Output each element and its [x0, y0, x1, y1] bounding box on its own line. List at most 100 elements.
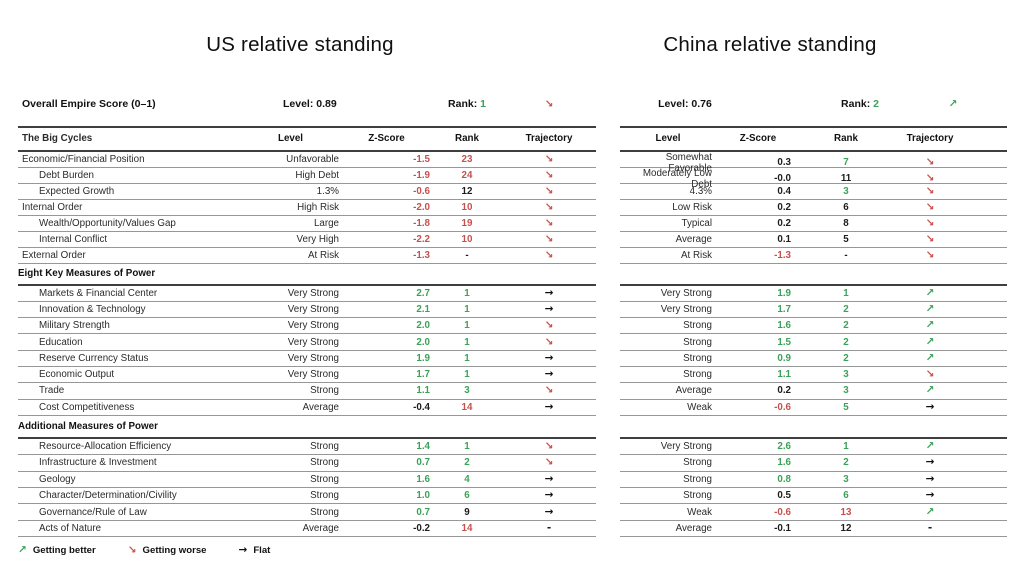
trajectory-cell: - — [892, 523, 968, 534]
trajectory-cell: ↘ — [502, 385, 596, 396]
level-cell: High Risk — [297, 201, 339, 213]
level-cell: Strong — [310, 441, 339, 453]
table-row: Low Risk 0.2 6 ↘ — [620, 200, 1007, 216]
trajectory-cell: ↘ — [502, 441, 596, 452]
level-cell: Low Risk — [672, 201, 712, 213]
measure-name: Resource-Allocation Efficiency — [39, 441, 172, 453]
trend-up-icon: ↗ — [925, 384, 935, 397]
zscore-cell: 2.6 — [777, 441, 791, 453]
level-cell: Strong — [683, 457, 712, 469]
table-row: Innovation & Technology Very Strong 2.1 1 → — [18, 302, 596, 319]
column-header-row: The Big Cycles Level Z-Score Rank Trajectory — [18, 128, 596, 152]
level-cell: Very Strong — [287, 369, 339, 381]
level-cell: Average — [302, 401, 339, 413]
level-cell: Moderately Low Debt — [642, 167, 712, 190]
rank-cell: 1 — [464, 320, 470, 332]
zscore-cell: 2.0 — [416, 336, 430, 348]
us-title: US relative standing — [206, 33, 394, 56]
rank-cell: 3 — [843, 369, 849, 381]
trajectory-cell: ↘ — [892, 249, 968, 261]
level-cell: Average — [675, 523, 712, 535]
column-header-zscore: Z-Score — [368, 133, 405, 145]
rank-cell: 14 — [461, 523, 473, 535]
additional-measures-table: Resource-Allocation Efficiency Strong 1.4 1… — [18, 436, 596, 538]
zscore-cell: -1.9 — [413, 169, 430, 181]
level-cell: Average — [302, 523, 339, 535]
us-tables: The Big Cycles Level Z-Score Rank Trajectory… — [18, 126, 596, 538]
table-row: Geology Strong 1.6 4 → — [18, 472, 596, 489]
measure-name: Internal Order — [22, 201, 83, 213]
trajectory-cell: ↘ — [502, 153, 596, 165]
trajectory-cell: → — [502, 402, 596, 413]
rank-cell: 1 — [464, 441, 470, 453]
zscore-cell: 0.7 — [416, 506, 430, 518]
measure-name: Cost Competitiveness — [39, 401, 135, 413]
overall-rank: Rank: 2 — [841, 98, 879, 110]
table-row: Cost Competitiveness Average -0.4 14 → — [18, 400, 596, 416]
table-row: Strong 0.5 6 → — [620, 488, 1007, 505]
rank-cell: 11 — [840, 173, 852, 184]
flat-arrow-icon: → — [544, 505, 554, 518]
level-cell: Strong — [310, 506, 339, 518]
trajectory-cell: - — [502, 523, 596, 534]
trajectory-cell: → — [892, 490, 968, 501]
section-title-additional: Additional Measures of Power — [18, 420, 158, 432]
level-cell: Very Strong — [287, 287, 339, 299]
table-row: 4.3% 0.4 3 ↘ — [620, 184, 1007, 200]
table-row: Weak -0.6 5 → — [620, 400, 1007, 416]
level-cell: At Risk — [307, 249, 339, 261]
china-table-panel: Level: 0.76 Rank: 2 ↗ Level Z-Score Rank Tr… — [620, 94, 1007, 538]
zscore-cell: -0.6 — [413, 185, 430, 197]
table-row: Governance/Rule of Law Strong 0.7 9 → — [18, 504, 596, 521]
rank-cell: 2 — [843, 320, 849, 332]
table-row: Average 0.2 3 ↗ — [620, 383, 1007, 400]
rank-cell: 1 — [464, 303, 470, 315]
level-cell: Strong — [683, 490, 712, 502]
trend-up-icon: ↗ — [948, 98, 958, 110]
zscore-cell: 0.7 — [416, 457, 430, 469]
dash-glyph: - — [546, 522, 552, 535]
table-row: Military Strength Very Strong 2.0 1 ↘ — [18, 318, 596, 335]
rank-cell: 1 — [464, 287, 470, 299]
level-cell: Weak — [687, 506, 712, 518]
trajectory-cell: → — [502, 474, 596, 485]
zscore-cell: -0.6 — [774, 401, 791, 413]
trend-down-icon: ↘ — [544, 248, 554, 261]
table-row: Typical 0.2 8 ↘ — [620, 216, 1007, 232]
us-overall-score-row: Overall Empire Score (0–1) Level: 0.89 R… — [18, 94, 596, 114]
trend-down-icon: ↘ — [544, 440, 554, 453]
trend-up-icon: ↗ — [925, 440, 935, 453]
zscore-cell: 1.7 — [777, 303, 791, 315]
legend-getting-worse: ↘ Getting worse — [127, 544, 207, 557]
zscore-cell: 1.0 — [416, 490, 430, 502]
china-title: China relative standing — [663, 33, 877, 56]
measure-name: Wealth/Opportunity/Values Gap — [39, 217, 176, 229]
level-cell: Very Strong — [660, 287, 712, 299]
measure-name: Geology — [39, 473, 76, 485]
column-header-rank: Rank — [834, 133, 858, 145]
table-row: Somewhat Favorable 0.3 7 ↘ — [620, 152, 1007, 174]
trend-down-icon: ↘ — [925, 156, 935, 168]
rank-cell: 7 — [843, 157, 849, 168]
trajectory-cell: ↘ — [502, 201, 596, 213]
level-cell: Average — [675, 233, 712, 245]
trajectory-cell: → — [502, 288, 596, 299]
table-row: Very Strong 1.7 2 ↗ — [620, 302, 1007, 319]
rank-cell: 2 — [843, 352, 849, 364]
section-title-eight-key — [620, 264, 1007, 284]
table-row: Economic/Financial Position Unfavorable -1… — [18, 152, 596, 168]
measure-name: Infrastructure & Investment — [39, 457, 157, 469]
rank-cell: 10 — [461, 233, 473, 245]
rank-cell: 12 — [840, 523, 852, 535]
measure-name: Markets & Financial Center — [39, 287, 158, 299]
rank-cell: 2 — [843, 303, 849, 315]
big-cycles-table: Level Z-Score Rank Trajectory Somewhat Favor… — [620, 126, 1007, 264]
legend-getting-better: ↗ Getting better — [18, 544, 96, 557]
zscore-cell: 1.6 — [777, 457, 791, 469]
trend-down-icon: ↘ — [925, 172, 935, 184]
zscore-cell: 0.2 — [777, 217, 791, 229]
rank-cell: 1 — [464, 336, 470, 348]
trajectory-cell: ↘ — [892, 233, 968, 245]
trajectory-cell: ↘ — [502, 233, 596, 245]
trajectory-cell: → — [502, 304, 596, 315]
